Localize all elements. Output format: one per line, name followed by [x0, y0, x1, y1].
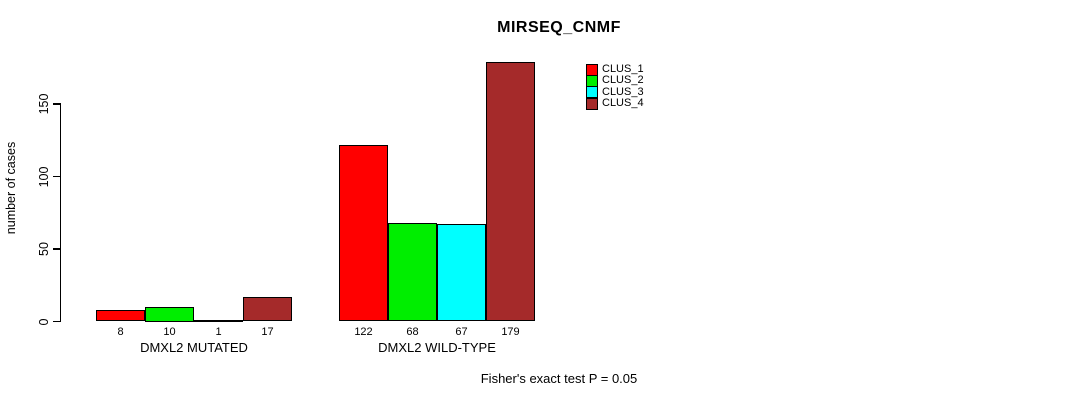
bar-value-label: 67	[455, 326, 468, 338]
legend-swatch-icon	[586, 63, 598, 76]
legend-label: CLUS_4	[602, 97, 644, 110]
y-tick-label: 100	[37, 166, 51, 187]
legend-label: CLUS_1	[602, 63, 644, 76]
legend-swatch-icon	[586, 86, 598, 99]
y-tick-mark	[52, 175, 60, 178]
bar-clus_2-mutated	[145, 307, 194, 322]
bar-value-label: 179	[501, 326, 520, 338]
legend: CLUS_1 CLUS_2 CLUS_3 CLUS_4	[586, 63, 644, 110]
y-tick-mark	[52, 320, 60, 323]
bar-clus_3-wildtype	[437, 224, 486, 322]
bar-value-label: 10	[163, 326, 176, 338]
legend-label: CLUS_2	[602, 74, 644, 87]
legend-label: CLUS_3	[602, 85, 644, 98]
bar-value-label: 17	[261, 326, 274, 338]
y-axis-title: number of cases	[4, 141, 18, 235]
fisher-test-annotation: Fisher's exact test P = 0.05	[480, 371, 638, 386]
bar-clus_2-wildtype	[388, 222, 437, 322]
bar-value-label: 8	[117, 326, 124, 338]
y-axis-line	[59, 103, 61, 323]
y-tick-label: 0	[37, 318, 51, 325]
legend-swatch-icon	[586, 74, 598, 87]
legend-item-clus_4: CLUS_4	[586, 97, 644, 110]
y-tick-mark	[52, 103, 60, 105]
category-label: DMXL2 WILD-TYPE	[378, 340, 496, 355]
y-tick-mark	[52, 248, 60, 250]
bar-value-label: 68	[406, 326, 419, 338]
bar-clus_3-mutated	[194, 320, 243, 323]
legend-swatch-icon	[586, 97, 598, 110]
bar-clus_1-mutated	[96, 309, 145, 322]
bar-clus_1-wildtype	[339, 144, 388, 322]
legend-item-clus_2: CLUS_2	[586, 74, 644, 87]
category-label: DMXL2 MUTATED	[140, 340, 248, 355]
y-tick-label: 150	[37, 93, 51, 115]
y-tick-label: 50	[37, 242, 51, 256]
bar-clus_4-wildtype	[486, 61, 535, 322]
bar-value-label: 122	[354, 326, 373, 338]
chart-title: MIRSEQ_CNMF	[497, 19, 621, 36]
bar-clus_4-mutated	[243, 296, 292, 322]
bar-value-label: 1	[215, 326, 222, 338]
